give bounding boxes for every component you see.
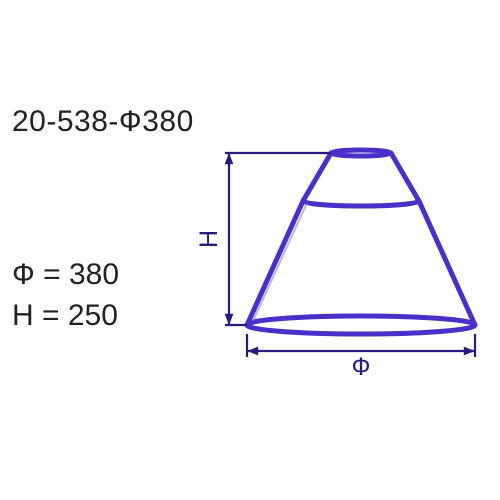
spec-phi: Ф = 380 — [12, 255, 119, 296]
svg-text:H: H — [195, 230, 223, 248]
spec-h: H = 250 — [12, 296, 119, 337]
spec-block: Ф = 380 H = 250 — [12, 255, 119, 336]
svg-text:Ф: Ф — [351, 353, 370, 375]
product-code: 20-538-Ф380 — [12, 105, 194, 139]
lampshade-diagram: HФ — [175, 135, 490, 375]
